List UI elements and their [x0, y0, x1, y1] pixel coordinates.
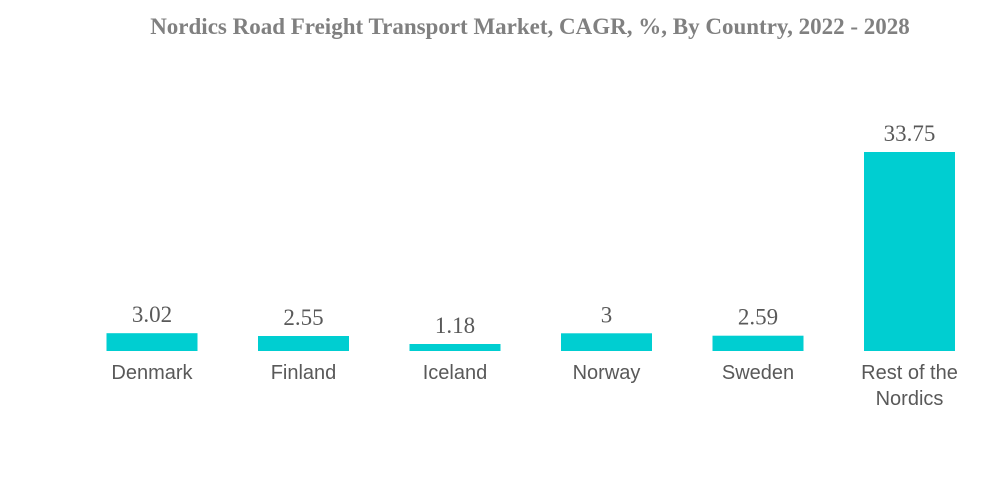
bar-finland [258, 336, 349, 351]
bars-group [106, 152, 955, 351]
chart-title: Nordics Road Freight Transport Market, C… [150, 14, 910, 39]
bar-rest-of-the-nordics [864, 152, 955, 351]
value-label: 33.75 [884, 121, 936, 146]
value-label: 3.02 [132, 302, 172, 327]
category-label: Finland [271, 362, 337, 384]
category-labels-group: Denmark Finland Iceland Norway Sweden Rest of… [111, 362, 957, 410]
category-label: Iceland [423, 362, 488, 384]
value-label: 2.59 [738, 305, 778, 330]
category-label: Rest of the Nordics [861, 362, 958, 410]
bar-denmark [106, 333, 198, 351]
value-label: 1.18 [435, 313, 475, 338]
value-label: 2.55 [283, 305, 323, 330]
value-labels-group: 3.02 2.55 1.18 3 2.59 33.75 [132, 121, 936, 338]
category-label: Norway [573, 362, 641, 384]
bar-iceland [409, 344, 501, 351]
category-label: Denmark [111, 362, 193, 384]
bar-norway [561, 333, 652, 351]
value-label: 3 [601, 302, 613, 327]
bar-sweden [712, 335, 804, 351]
category-label: Sweden [722, 362, 794, 384]
